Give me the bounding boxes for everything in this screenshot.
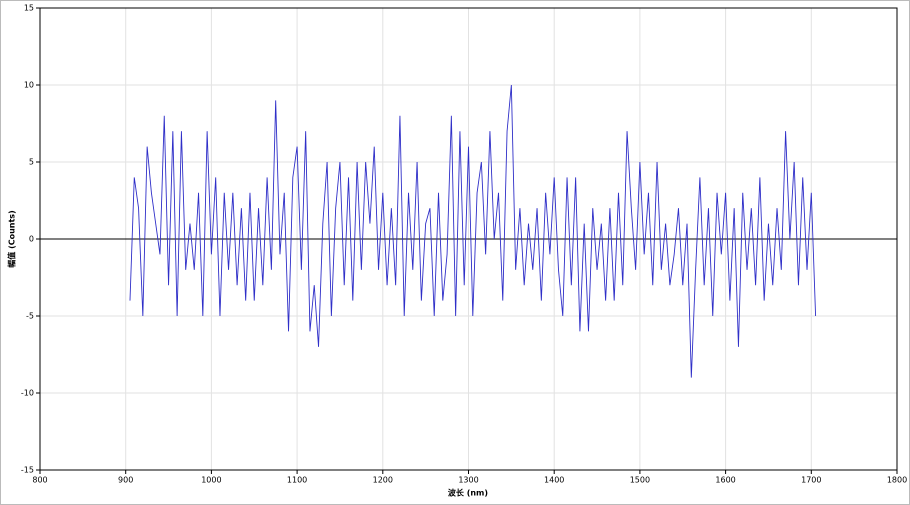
x-tick-label: 900 — [118, 476, 133, 485]
x-tick-label: 1100 — [287, 476, 307, 485]
x-tick-label: 1300 — [458, 476, 478, 485]
x-tick-label: 1000 — [201, 476, 221, 485]
y-tick-label: 15 — [24, 4, 34, 13]
y-tick-label: -10 — [21, 389, 34, 398]
data-line — [129, 84, 817, 378]
x-tick-label: 1500 — [630, 476, 650, 485]
y-tick-label: 5 — [29, 158, 34, 167]
x-tick-label: 1600 — [715, 476, 735, 485]
x-tick-label: 1200 — [373, 476, 393, 485]
y-tick-label: -15 — [21, 466, 34, 475]
x-tick-label: 1700 — [801, 476, 821, 485]
x-tick-label: 800 — [32, 476, 47, 485]
y-axis-title: 幅值 (Counts) — [7, 210, 17, 267]
x-tick-label: 1800 — [887, 476, 907, 485]
y-tick-label: 0 — [29, 235, 34, 244]
y-tick-label: -5 — [26, 312, 34, 321]
plot-border — [39, 7, 898, 471]
x-axis-title: 波长 (nm) — [448, 488, 488, 498]
y-tick-label: 10 — [24, 81, 34, 90]
x-tick-label: 1400 — [544, 476, 564, 485]
